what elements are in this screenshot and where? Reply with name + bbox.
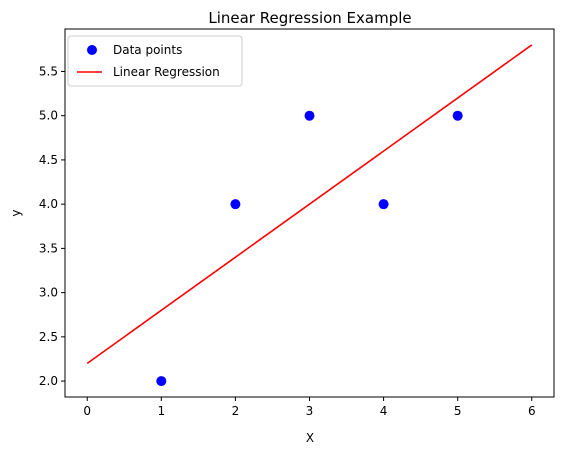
plot-frame [64, 28, 555, 398]
y-tick-label: 5.0 [39, 109, 58, 123]
data-point [452, 110, 463, 121]
regression-line [86, 44, 533, 365]
legend-label-linear-regression: Linear Regression [113, 65, 220, 79]
legend: Data points Linear Regression [67, 35, 243, 87]
y-tick-label: 4.5 [39, 153, 58, 167]
data-point [230, 199, 241, 210]
x-tick-label: 5 [454, 404, 462, 418]
y-tick-label: 3.0 [39, 286, 58, 300]
x-axis-label: X [306, 431, 314, 445]
y-tick-label: 3.5 [39, 241, 58, 255]
legend-box [67, 35, 243, 87]
chart-title: Linear Regression Example [208, 9, 411, 27]
plot-area [86, 44, 533, 387]
data-point [304, 110, 315, 121]
x-tick-label: 6 [528, 404, 536, 418]
y-tick-label: 4.0 [39, 197, 58, 211]
y-tick-label: 2.5 [39, 330, 58, 344]
data-point [156, 376, 167, 387]
x-tick-label: 3 [306, 404, 314, 418]
x-tick-label: 2 [232, 404, 240, 418]
y-tick-label: 5.5 [39, 64, 58, 78]
y-tick-label: 2.0 [39, 374, 58, 388]
data-point [378, 199, 389, 210]
x-tick-label: 4 [380, 404, 388, 418]
legend-label-data-points: Data points [113, 43, 182, 57]
x-tick-label: 0 [83, 404, 91, 418]
x-tick-label: 1 [157, 404, 165, 418]
x-axis-ticks: 0 1 2 3 4 5 6 [83, 397, 536, 418]
legend-scatter-marker [87, 45, 97, 55]
y-axis-label: y [9, 209, 23, 216]
y-axis-ticks: 2.0 2.5 3.0 3.5 4.0 4.5 5.0 5.5 [39, 64, 65, 388]
